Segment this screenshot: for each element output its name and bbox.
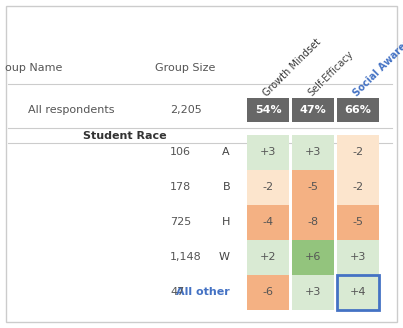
Text: +2: +2 bbox=[260, 252, 276, 262]
Bar bbox=[292, 98, 334, 122]
Text: -2: -2 bbox=[353, 147, 364, 157]
Text: Self-Efficacy: Self-Efficacy bbox=[306, 49, 355, 98]
Text: 725: 725 bbox=[170, 217, 191, 227]
Bar bbox=[247, 135, 289, 170]
Text: +3: +3 bbox=[260, 147, 276, 157]
Text: 66%: 66% bbox=[345, 105, 372, 115]
Text: B: B bbox=[222, 182, 230, 192]
Text: +3: +3 bbox=[305, 147, 321, 157]
Text: -6: -6 bbox=[262, 287, 274, 297]
Text: 47: 47 bbox=[170, 287, 184, 297]
Bar bbox=[247, 275, 289, 310]
Bar bbox=[247, 205, 289, 240]
Text: 54%: 54% bbox=[255, 105, 281, 115]
Bar bbox=[247, 170, 289, 205]
Text: +3: +3 bbox=[305, 287, 321, 297]
Text: 2,205: 2,205 bbox=[170, 105, 202, 115]
Bar bbox=[247, 98, 289, 122]
Text: -8: -8 bbox=[307, 217, 318, 227]
Text: -5: -5 bbox=[353, 217, 364, 227]
Text: +6: +6 bbox=[305, 252, 321, 262]
Text: +3: +3 bbox=[350, 252, 366, 262]
Text: oup Name: oup Name bbox=[5, 63, 62, 73]
Bar bbox=[337, 275, 379, 310]
Bar bbox=[337, 205, 379, 240]
Text: Group Size: Group Size bbox=[155, 63, 215, 73]
Bar bbox=[292, 205, 334, 240]
Text: H: H bbox=[222, 217, 230, 227]
Text: 1,148: 1,148 bbox=[170, 252, 202, 262]
Text: +4: +4 bbox=[350, 287, 366, 297]
Text: -5: -5 bbox=[307, 182, 318, 192]
Text: 178: 178 bbox=[170, 182, 191, 192]
Text: -2: -2 bbox=[262, 182, 274, 192]
Text: 47%: 47% bbox=[299, 105, 326, 115]
Text: All other: All other bbox=[176, 287, 230, 297]
Bar bbox=[247, 240, 289, 275]
Text: Student Race: Student Race bbox=[83, 131, 167, 141]
Bar bbox=[292, 170, 334, 205]
Bar bbox=[292, 275, 334, 310]
Bar bbox=[337, 98, 379, 122]
Text: A: A bbox=[222, 147, 230, 157]
Bar bbox=[337, 170, 379, 205]
Text: 106: 106 bbox=[170, 147, 191, 157]
Text: W: W bbox=[219, 252, 230, 262]
Bar bbox=[337, 240, 379, 275]
Bar bbox=[337, 135, 379, 170]
Bar bbox=[292, 240, 334, 275]
Text: Growth Mindset: Growth Mindset bbox=[261, 36, 322, 98]
Text: -2: -2 bbox=[353, 182, 364, 192]
Text: All respondents: All respondents bbox=[28, 105, 114, 115]
Bar bbox=[292, 135, 334, 170]
Text: Social Awareness: Social Awareness bbox=[351, 23, 403, 98]
Text: -4: -4 bbox=[262, 217, 274, 227]
